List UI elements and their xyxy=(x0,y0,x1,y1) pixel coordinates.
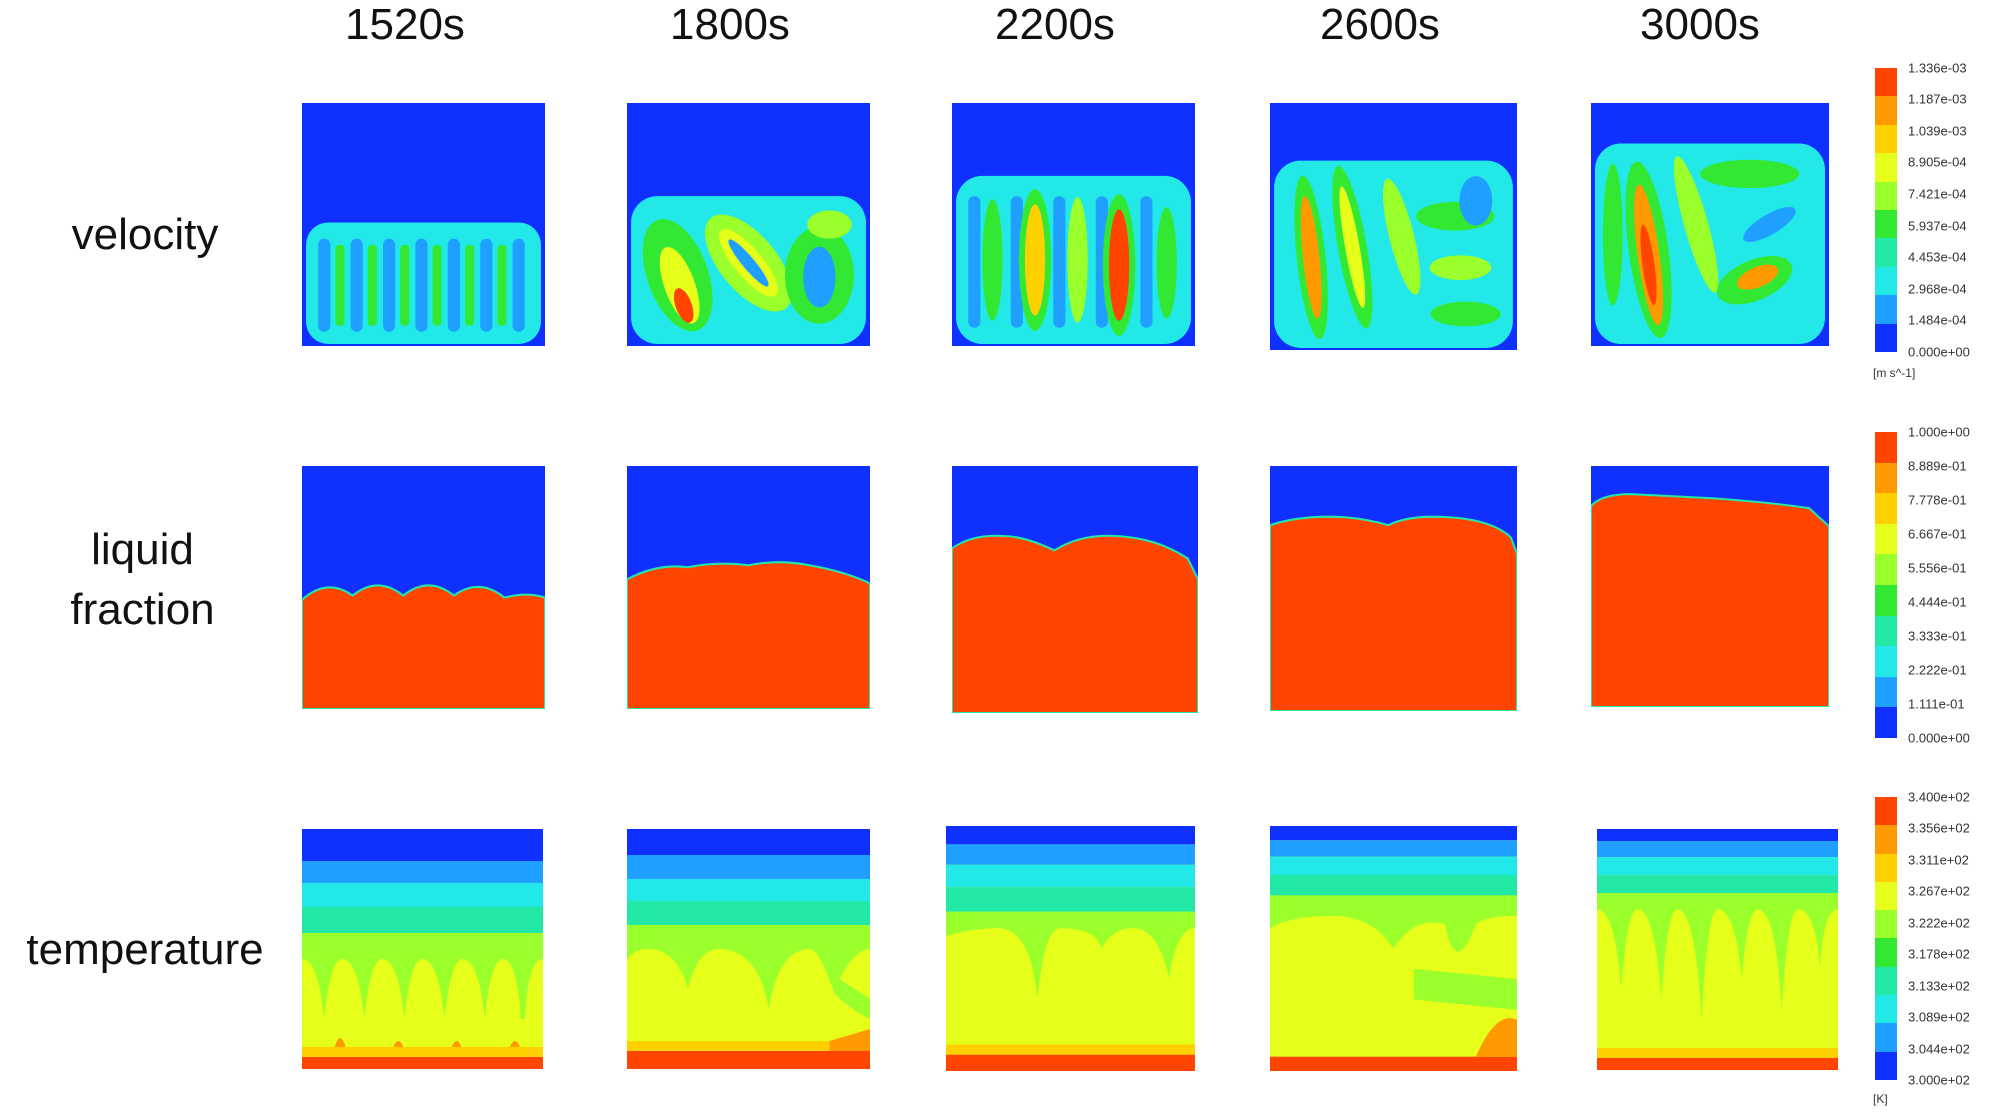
liquid-fraction-tick-9: 0.000e+00 xyxy=(1908,730,1970,746)
temperature-tick-8: 3.044e+02 xyxy=(1908,1041,1970,1057)
temperature-panel-2600s xyxy=(1270,826,1517,1071)
column-header-1520s: 1520s xyxy=(345,0,465,49)
velocity-tick-8: 1.484e-04 xyxy=(1908,312,1967,328)
temperature-tick-9: 3.000e+02 xyxy=(1908,1072,1970,1088)
velocity-unit-label: [m s^-1] xyxy=(1873,366,1916,380)
velocity-panel-2200s xyxy=(952,103,1195,346)
temperature-tick-7: 3.089e+02 xyxy=(1908,1009,1970,1025)
temperature-panel-1520s xyxy=(302,829,543,1069)
velocity-tick-2: 1.039e-03 xyxy=(1908,123,1967,139)
liquid-fraction-tick-5: 4.444e-01 xyxy=(1908,594,1967,610)
velocity-panel-1520s xyxy=(302,103,545,346)
column-header-3000s: 3000s xyxy=(1640,0,1760,49)
velocity-colorbar xyxy=(1875,68,1897,352)
liquid-fraction-tick-6: 3.333e-01 xyxy=(1908,628,1967,644)
column-header-2600s: 2600s xyxy=(1320,0,1440,49)
liquid-fraction-panel-2600s xyxy=(1270,466,1517,711)
liquid-fraction-tick-7: 2.222e-01 xyxy=(1908,662,1967,678)
temperature-panel-2200s xyxy=(946,826,1195,1071)
temperature-colorbar xyxy=(1875,797,1897,1080)
liquid-fraction-tick-0: 1.000e+00 xyxy=(1908,424,1970,440)
velocity-panel-3000s xyxy=(1591,103,1829,346)
column-header-2200s: 2200s xyxy=(995,0,1115,49)
liquid-fraction-panel-1800s xyxy=(627,466,870,709)
velocity-panel-1800s xyxy=(627,103,870,346)
velocity-tick-5: 5.937e-04 xyxy=(1908,218,1967,234)
temperature-tick-5: 3.178e+02 xyxy=(1908,946,1970,962)
velocity-tick-1: 1.187e-03 xyxy=(1908,91,1967,107)
liquid-fraction-tick-2: 7.778e-01 xyxy=(1908,492,1967,508)
liquid-fraction-panel-2200s xyxy=(952,466,1198,713)
liquid-fraction-panel-1520s xyxy=(302,466,545,709)
velocity-tick-9: 0.000e+00 xyxy=(1908,344,1970,360)
velocity-tick-3: 8.905e-04 xyxy=(1908,154,1967,170)
temperature-panel-3000s xyxy=(1597,829,1838,1070)
temperature-tick-6: 3.133e+02 xyxy=(1908,978,1970,994)
temperature-panel-1800s xyxy=(627,829,870,1069)
liquid-fraction-tick-4: 5.556e-01 xyxy=(1908,560,1967,576)
liquid-fraction-tick-1: 8.889e-01 xyxy=(1908,458,1967,474)
liquid-fraction-tick-3: 6.667e-01 xyxy=(1908,526,1967,542)
temperature-tick-1: 3.356e+02 xyxy=(1908,820,1970,836)
row-label-temperature: temperature xyxy=(26,925,264,974)
temperature-tick-3: 3.267e+02 xyxy=(1908,883,1970,899)
temperature-tick-2: 3.311e+02 xyxy=(1908,852,1969,868)
temperature-tick-4: 3.222e+02 xyxy=(1908,915,1970,931)
velocity-tick-4: 7.421e-04 xyxy=(1908,186,1967,202)
row-label-velocity: velocity xyxy=(71,210,219,259)
velocity-panel-2600s xyxy=(1270,103,1517,350)
velocity-tick-0: 1.336e-03 xyxy=(1908,60,1967,76)
liquid-fraction-tick-8: 1.111e-01 xyxy=(1908,696,1965,712)
column-header-1800s: 1800s xyxy=(670,0,790,49)
liquid-fraction-panel-3000s xyxy=(1591,466,1829,707)
temperature-unit-label: [K] xyxy=(1873,1092,1888,1106)
liquid-fraction-colorbar xyxy=(1875,432,1897,738)
temperature-tick-0: 3.400e+02 xyxy=(1908,789,1970,805)
velocity-tick-6: 4.453e-04 xyxy=(1908,249,1967,265)
row-label-liquid-fraction: liquid fraction xyxy=(70,525,215,634)
velocity-tick-7: 2.968e-04 xyxy=(1908,281,1967,297)
